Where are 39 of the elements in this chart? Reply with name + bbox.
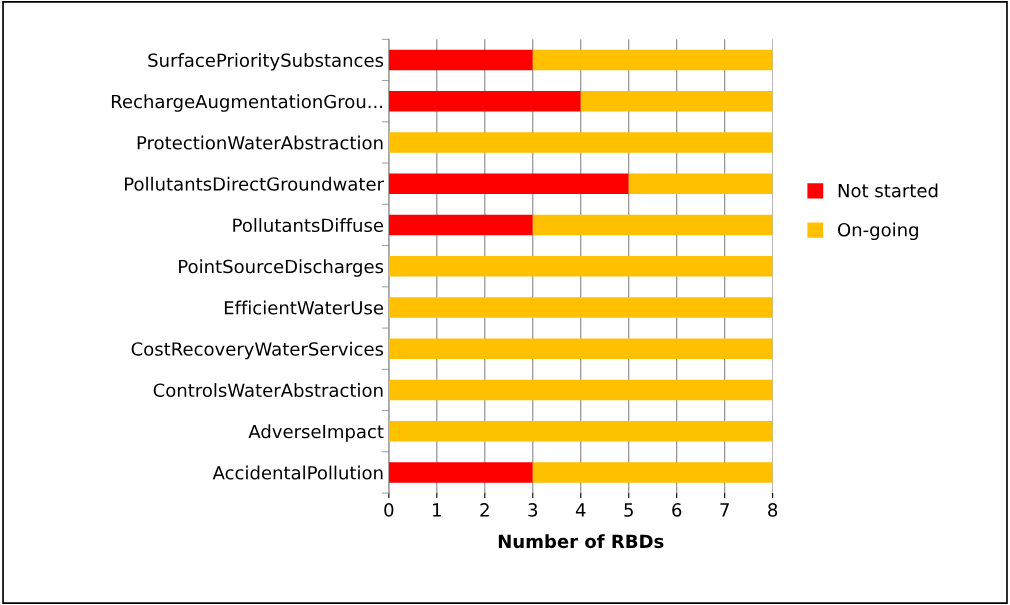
bar — [532, 214, 773, 236]
bar — [388, 132, 773, 153]
bar — [388, 214, 533, 236]
y-tick-label: CostRecoveryWaterServices — [131, 341, 384, 360]
legend-label: Not started — [838, 183, 938, 198]
y-tick-label: AdverseImpact — [248, 424, 384, 442]
bar — [580, 90, 773, 112]
bar — [532, 49, 773, 71]
x-tick-label: 5 — [624, 503, 633, 517]
x-tick-label: 8 — [768, 503, 778, 517]
y-tick-label: EfficientWaterUse — [224, 300, 384, 315]
bar — [388, 90, 581, 112]
x-tick-label: 4 — [575, 503, 586, 517]
y-tick-label: PollutantsDiffuse — [233, 218, 384, 233]
bar — [388, 297, 773, 318]
x-tick-label: 7 — [720, 503, 729, 517]
y-tick-label: ProtectionWaterAbstraction — [137, 135, 383, 150]
x-tick-label: 1 — [433, 503, 441, 517]
bar — [388, 49, 533, 71]
bar — [532, 462, 773, 483]
y-tick-label: RechargeAugmentationGrou... — [111, 94, 383, 112]
x-tick-label: 0 — [384, 503, 394, 517]
bar — [388, 255, 773, 277]
y-tick-label: AccidentalPollution — [212, 465, 383, 480]
y-tick-label: SurfacePrioritySubstances — [148, 53, 384, 71]
bar — [388, 338, 773, 360]
y-tick-label: ControlsWaterAbstraction — [153, 383, 383, 398]
bar — [388, 420, 773, 442]
y-tick-label: PollutantsDirectGroundwater — [125, 176, 384, 191]
bar — [628, 173, 773, 195]
x-tick-label: 3 — [528, 503, 538, 517]
x-axis-title: Number of RBDs — [498, 534, 664, 549]
y-tick-label: PointSourceDischarges — [179, 259, 384, 277]
x-tick-label: 6 — [672, 503, 682, 517]
bar — [388, 462, 533, 483]
x-tick-label: 2 — [480, 503, 489, 517]
legend-label: On-going — [837, 222, 918, 241]
bar — [388, 173, 629, 195]
bar — [388, 379, 773, 401]
